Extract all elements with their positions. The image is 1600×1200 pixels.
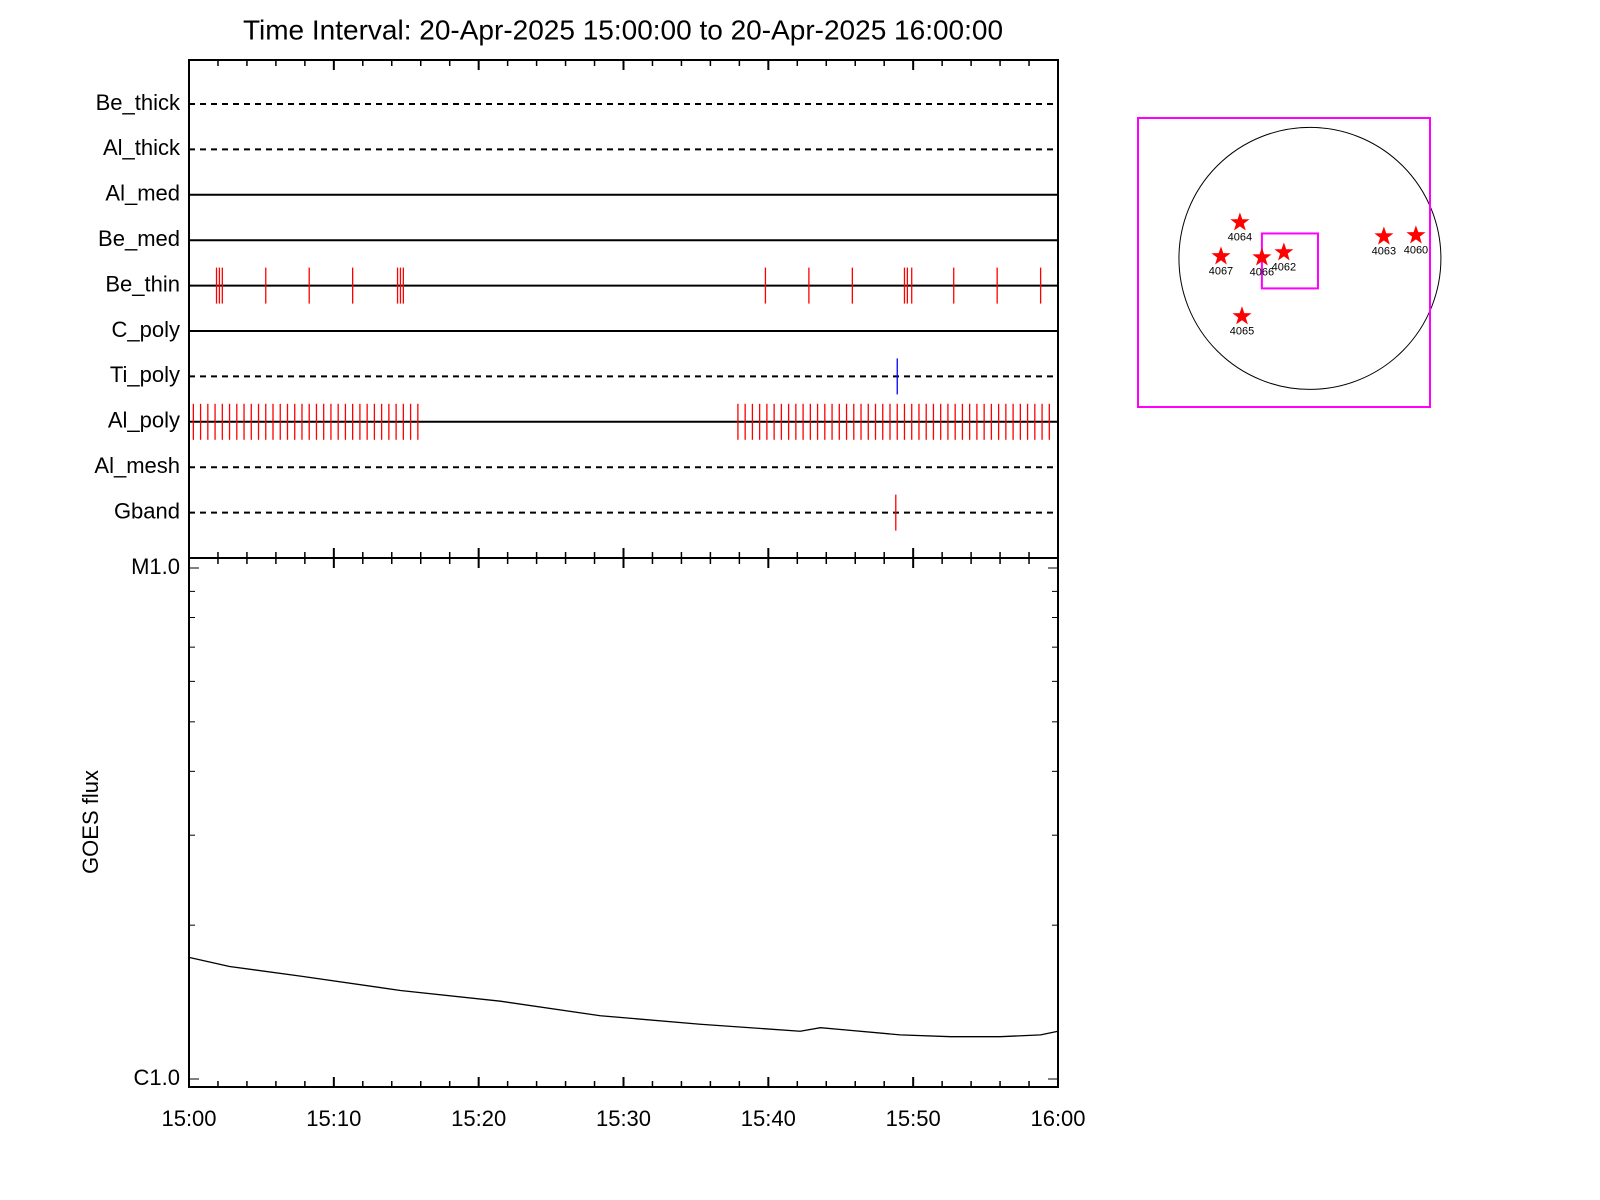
solar-disk [1178,126,1442,390]
row-label: Gband [114,498,180,523]
map-frame [1137,117,1431,408]
event-frame [188,59,1059,559]
ar-star [1211,246,1231,265]
ar-star [1406,225,1426,244]
row-label: Al_poly [108,408,180,433]
x-tick-label: 15:10 [306,1106,361,1131]
y-tick-label: C1.0 [134,1065,180,1090]
x-tick-label: 15:30 [596,1106,651,1131]
ar-star [1274,242,1294,261]
chart-title: Time Interval: 20-Apr-2025 15:00:00 to 2… [243,14,1003,45]
y-tick-label: M1.0 [131,554,180,579]
row-label: Ti_poly [110,362,180,387]
x-tick-label: 15:00 [161,1106,216,1131]
ar-star [1252,247,1272,266]
row-label: Al_mesh [94,453,180,478]
ar-label: 4062 [1272,261,1296,273]
y-axis-label: GOES flux [78,770,103,874]
ar-label: 4063 [1372,245,1396,257]
row-label: Be_med [98,226,180,251]
ar-star [1230,212,1250,231]
ar-star [1232,306,1252,325]
row-label: Al_thick [103,135,181,160]
goes-line [188,956,1059,1038]
row-label: Be_thick [96,90,181,115]
ar-label: 4064 [1228,231,1252,243]
x-tick-label: 15:40 [741,1106,796,1131]
row-label: Al_med [105,181,180,206]
row-label: C_poly [112,317,180,342]
goes-frame [188,557,1059,1088]
row-label: Be_thin [105,271,180,296]
x-tick-label: 15:20 [451,1106,506,1131]
ar-star [1374,226,1394,245]
ar-label: 4060 [1404,244,1428,256]
ar-label: 4066 [1250,266,1274,278]
x-tick-label: 16:00 [1030,1106,1085,1131]
ar-label: 4065 [1230,325,1254,337]
ar-label: 4067 [1209,265,1233,277]
x-tick-label: 15:50 [886,1106,941,1131]
